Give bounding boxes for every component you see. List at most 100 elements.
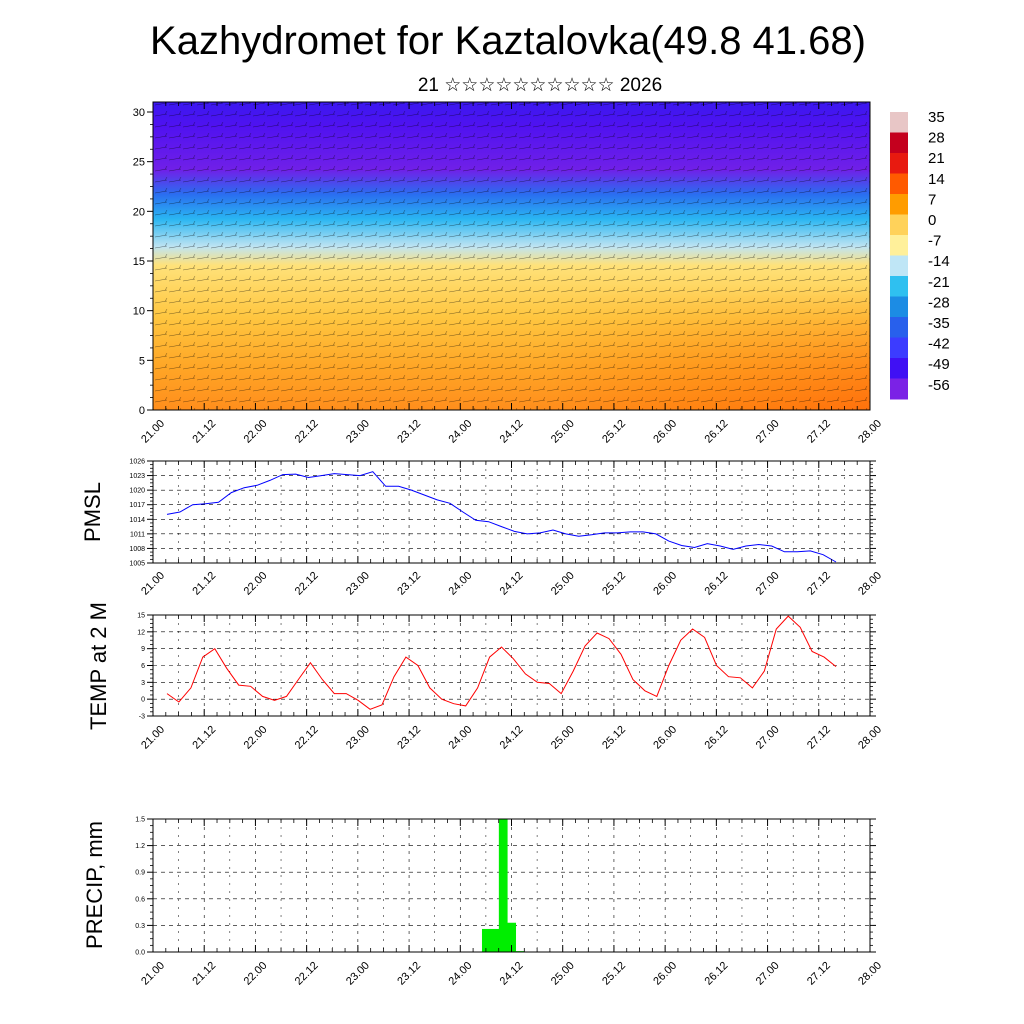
y-tick-label: 1.2 (135, 843, 145, 850)
x-tick-label: 25.00 (549, 570, 577, 598)
x-tick-label: 24.00 (446, 418, 474, 446)
x-tick-label: 22.12 (293, 724, 321, 752)
x-tick-label: 25.12 (600, 960, 628, 988)
y-tick-label: 1005 (129, 561, 145, 568)
x-tick-label: 28.00 (856, 418, 884, 446)
colorbar-label: 7 (928, 191, 936, 208)
colorbar-label: -21 (928, 274, 950, 291)
y-tick-label: 1.5 (135, 817, 145, 824)
colorbar-swatch (890, 112, 908, 133)
temp-ylabel: TEMP at 2 M (86, 602, 111, 730)
x-tick-label: 22.00 (242, 570, 270, 598)
precip-panel: 0.0 0.3 0.6 0.9 1.2 1.5 21.00 21.12 22.00 22.12 2… (82, 817, 884, 988)
x-tick-label: 24.12 (498, 570, 526, 598)
x-tick-label: 27.12 (805, 418, 833, 446)
temp-panel: -3 0 3 6 9 12 15 21.00 21.12 22.00 22.12 23.00 23.1… (86, 602, 884, 752)
x-tick-label: 21.00 (139, 418, 167, 446)
x-tick-label: 23.12 (395, 960, 423, 988)
x-tick-label: 26.12 (703, 960, 731, 988)
figure-title: Kazhydromet for Kaztalovka(49.8 41.68) (150, 19, 866, 63)
x-tick-label: 21.12 (190, 960, 218, 988)
colorbar-swatch (890, 296, 908, 318)
colorbar-swatch (890, 173, 908, 195)
x-tick-label: 26.12 (703, 724, 731, 752)
precip-bar (498, 819, 508, 952)
x-tick-label: 27.00 (754, 724, 782, 752)
precip-bar (507, 922, 517, 952)
y-tick-label: 0.3 (135, 923, 145, 930)
y-tick-label: 9 (141, 646, 145, 653)
cross-section-panel: 0 5 10 15 20 25 30 21.00 21.12 22.00 22.12 23.00 23… (133, 101, 950, 446)
y-tick-label: 15 (137, 613, 145, 620)
x-tick-label: 28.00 (856, 724, 884, 752)
y-tick-label: 0 (141, 697, 145, 704)
y-tick-label: 6 (141, 663, 145, 670)
x-tick-label: 23.12 (395, 570, 423, 598)
wind-barbs-overlay (153, 102, 870, 410)
y-tick-label: 12 (137, 629, 145, 636)
precip-bar (481, 928, 491, 952)
colorbar-label: 28 (928, 130, 945, 147)
colorbar-swatch (890, 255, 908, 277)
x-tick-label: 21.12 (190, 724, 218, 752)
colorbar-swatch (890, 132, 908, 154)
y-tick-label: 0.0 (135, 950, 145, 957)
x-tick-label: 24.12 (498, 960, 526, 988)
x-tick-label: 27.00 (754, 960, 782, 988)
precip-bar (490, 928, 500, 952)
colorbar-label: 0 (928, 212, 936, 229)
x-tick-label: 25.00 (549, 724, 577, 752)
x-tick-label: 22.00 (242, 960, 270, 988)
x-tick-label: 28.00 (856, 570, 884, 598)
x-tick-label: 25.12 (600, 724, 628, 752)
x-tick-label: 23.00 (344, 570, 372, 598)
x-tick-label: 24.00 (446, 960, 474, 988)
x-tick-label: 27.12 (805, 724, 833, 752)
x-tick-label: 27.12 (805, 960, 833, 988)
x-tick-label: 25.00 (549, 960, 577, 988)
x-tick-label: 24.00 (446, 570, 474, 598)
colorbar: 35 28 21 14 7 0 -7 -14 -21 -28 -35 -42 -49 -56 (890, 109, 950, 400)
x-tick-label: 21.00 (139, 724, 167, 752)
x-tick-label: 21.12 (190, 570, 218, 598)
precip-ylabel: PRECIP, mm (82, 821, 107, 949)
colorbar-label: -42 (928, 336, 950, 353)
colorbar-label: -14 (928, 253, 950, 270)
pmsl-series-line (166, 471, 837, 563)
colorbar-swatch (890, 337, 908, 359)
pmsl-panel: 1005 1008 1011 1014 1017 1020 1023 1026 21.00 21… (80, 459, 884, 598)
colorbar-swatch (890, 235, 908, 256)
x-tick-label: 22.12 (293, 960, 321, 988)
x-tick-label: 24.12 (498, 418, 526, 446)
colorbar-swatch (890, 276, 908, 297)
x-tick-label: 25.12 (600, 570, 628, 598)
pmsl-ylabel: PMSL (80, 482, 105, 542)
colorbar-label: -56 (928, 377, 950, 394)
x-tick-label: 27.00 (754, 418, 782, 446)
colorbar-swatch (890, 153, 908, 174)
colorbar-label: 35 (928, 109, 945, 126)
y-tick-label: 25 (133, 157, 145, 169)
x-tick-label: 21.12 (190, 418, 218, 446)
y-tick-label: 30 (133, 107, 145, 119)
colorbar-label: 14 (928, 171, 945, 188)
colorbar-label: 21 (928, 150, 945, 167)
y-tick-label: 1023 (129, 473, 145, 480)
y-tick-label: 0.9 (135, 870, 145, 877)
colorbar-swatch (890, 378, 908, 400)
y-tick-label: 20 (133, 206, 145, 218)
x-tick-label: 27.00 (754, 570, 782, 598)
colorbar-swatch (890, 214, 908, 236)
y-tick-label: 1017 (129, 502, 145, 509)
y-tick-label: 3 (141, 680, 145, 687)
colorbar-label: -35 (928, 315, 950, 332)
y-tick-label: 0.6 (135, 896, 145, 903)
figure-subtitle: 21 ☆☆☆☆☆☆☆☆☆☆ 2026 (418, 75, 662, 96)
x-tick-label: 23.12 (395, 724, 423, 752)
x-tick-label: 26.00 (651, 724, 679, 752)
x-tick-label: 22.12 (293, 418, 321, 446)
x-tick-label: 22.00 (242, 418, 270, 446)
x-tick-label: 23.00 (344, 724, 372, 752)
x-tick-label: 21.00 (139, 960, 167, 988)
